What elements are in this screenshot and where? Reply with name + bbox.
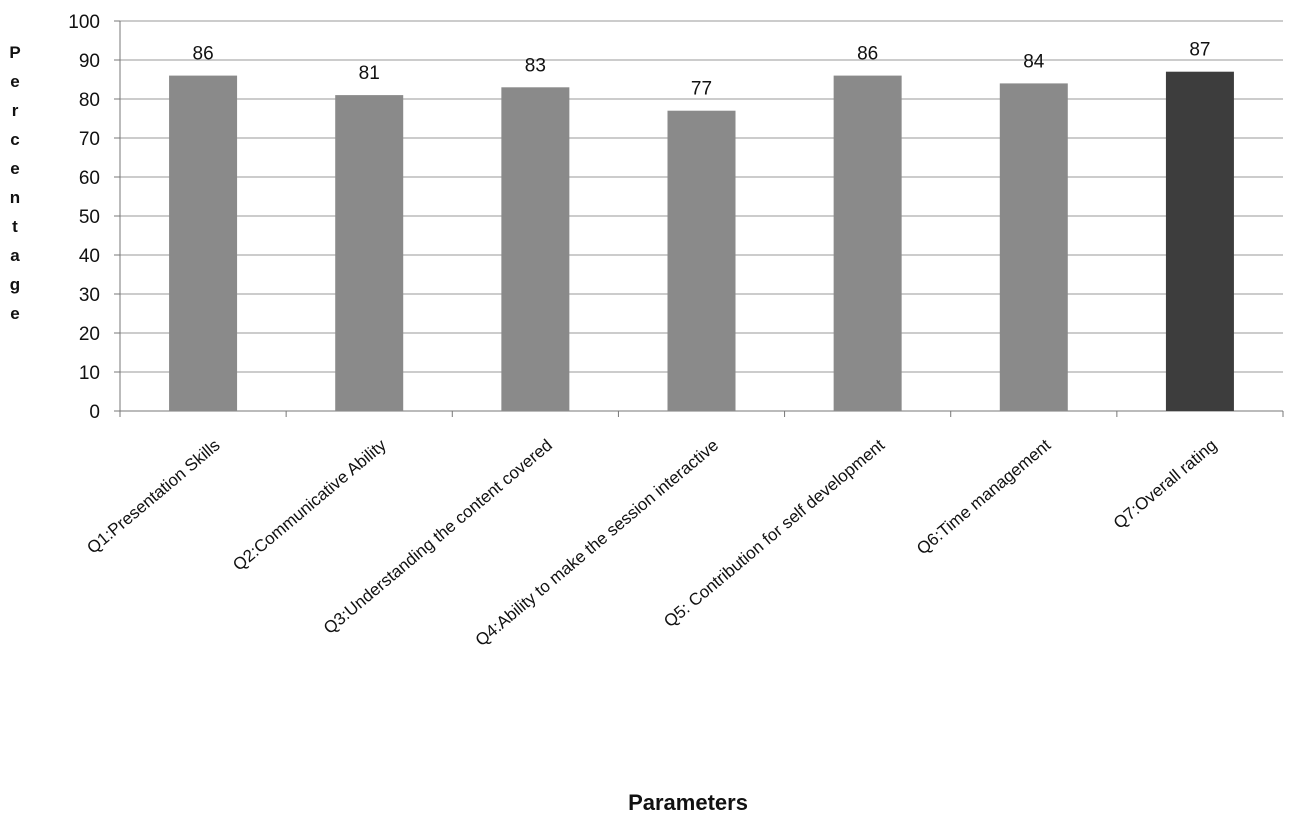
y-tick-label: 10 <box>79 363 100 384</box>
y-axis-title-letter: P <box>9 43 20 62</box>
y-tick-label: 90 <box>79 51 100 72</box>
bar <box>667 110 736 411</box>
data-label: 83 <box>525 55 546 76</box>
data-label: 77 <box>691 79 712 100</box>
y-tick-label: 60 <box>79 168 100 189</box>
bar <box>1165 71 1234 411</box>
bar <box>501 87 570 412</box>
x-tick-label: Q7:Overall rating <box>1110 436 1221 533</box>
y-tick-label: 50 <box>79 207 100 228</box>
y-tick-label: 100 <box>68 12 100 33</box>
data-label: 86 <box>857 44 878 65</box>
y-axis-title-letter: t <box>12 217 18 236</box>
bar <box>335 95 404 411</box>
y-axis-title-letter: e <box>10 304 19 323</box>
y-tick-label: 20 <box>79 324 100 345</box>
bar <box>169 75 238 411</box>
bar <box>999 83 1068 412</box>
y-axis-title-letter: g <box>10 275 20 294</box>
x-axis-title: Parameters <box>628 790 748 815</box>
y-tick-label: 40 <box>79 246 100 267</box>
data-label: 84 <box>1023 51 1045 72</box>
x-tick-label: Q1:Presentation Skills <box>83 436 223 558</box>
bars <box>169 71 1234 412</box>
x-tick-label: Q2:Communicative Ability <box>229 435 390 574</box>
y-tick-label: 70 <box>79 129 100 150</box>
y-tick-label: 0 <box>89 402 100 423</box>
x-tick-label: Q6:Time management <box>913 435 1055 558</box>
y-axis-title-letter: e <box>10 72 19 91</box>
y-axis-title-letter: r <box>12 101 19 120</box>
y-axis-title-letter: a <box>10 246 20 265</box>
y-axis-title-letter: e <box>10 159 19 178</box>
y-axis-title-letter: c <box>10 130 19 149</box>
bar <box>833 75 902 411</box>
y-tick-label: 80 <box>79 90 100 111</box>
data-label: 81 <box>359 63 380 84</box>
data-label: 87 <box>1189 40 1210 61</box>
data-label: 86 <box>193 44 214 65</box>
y-tick-label: 30 <box>79 285 100 306</box>
y-axis-title-letter: n <box>10 188 20 207</box>
